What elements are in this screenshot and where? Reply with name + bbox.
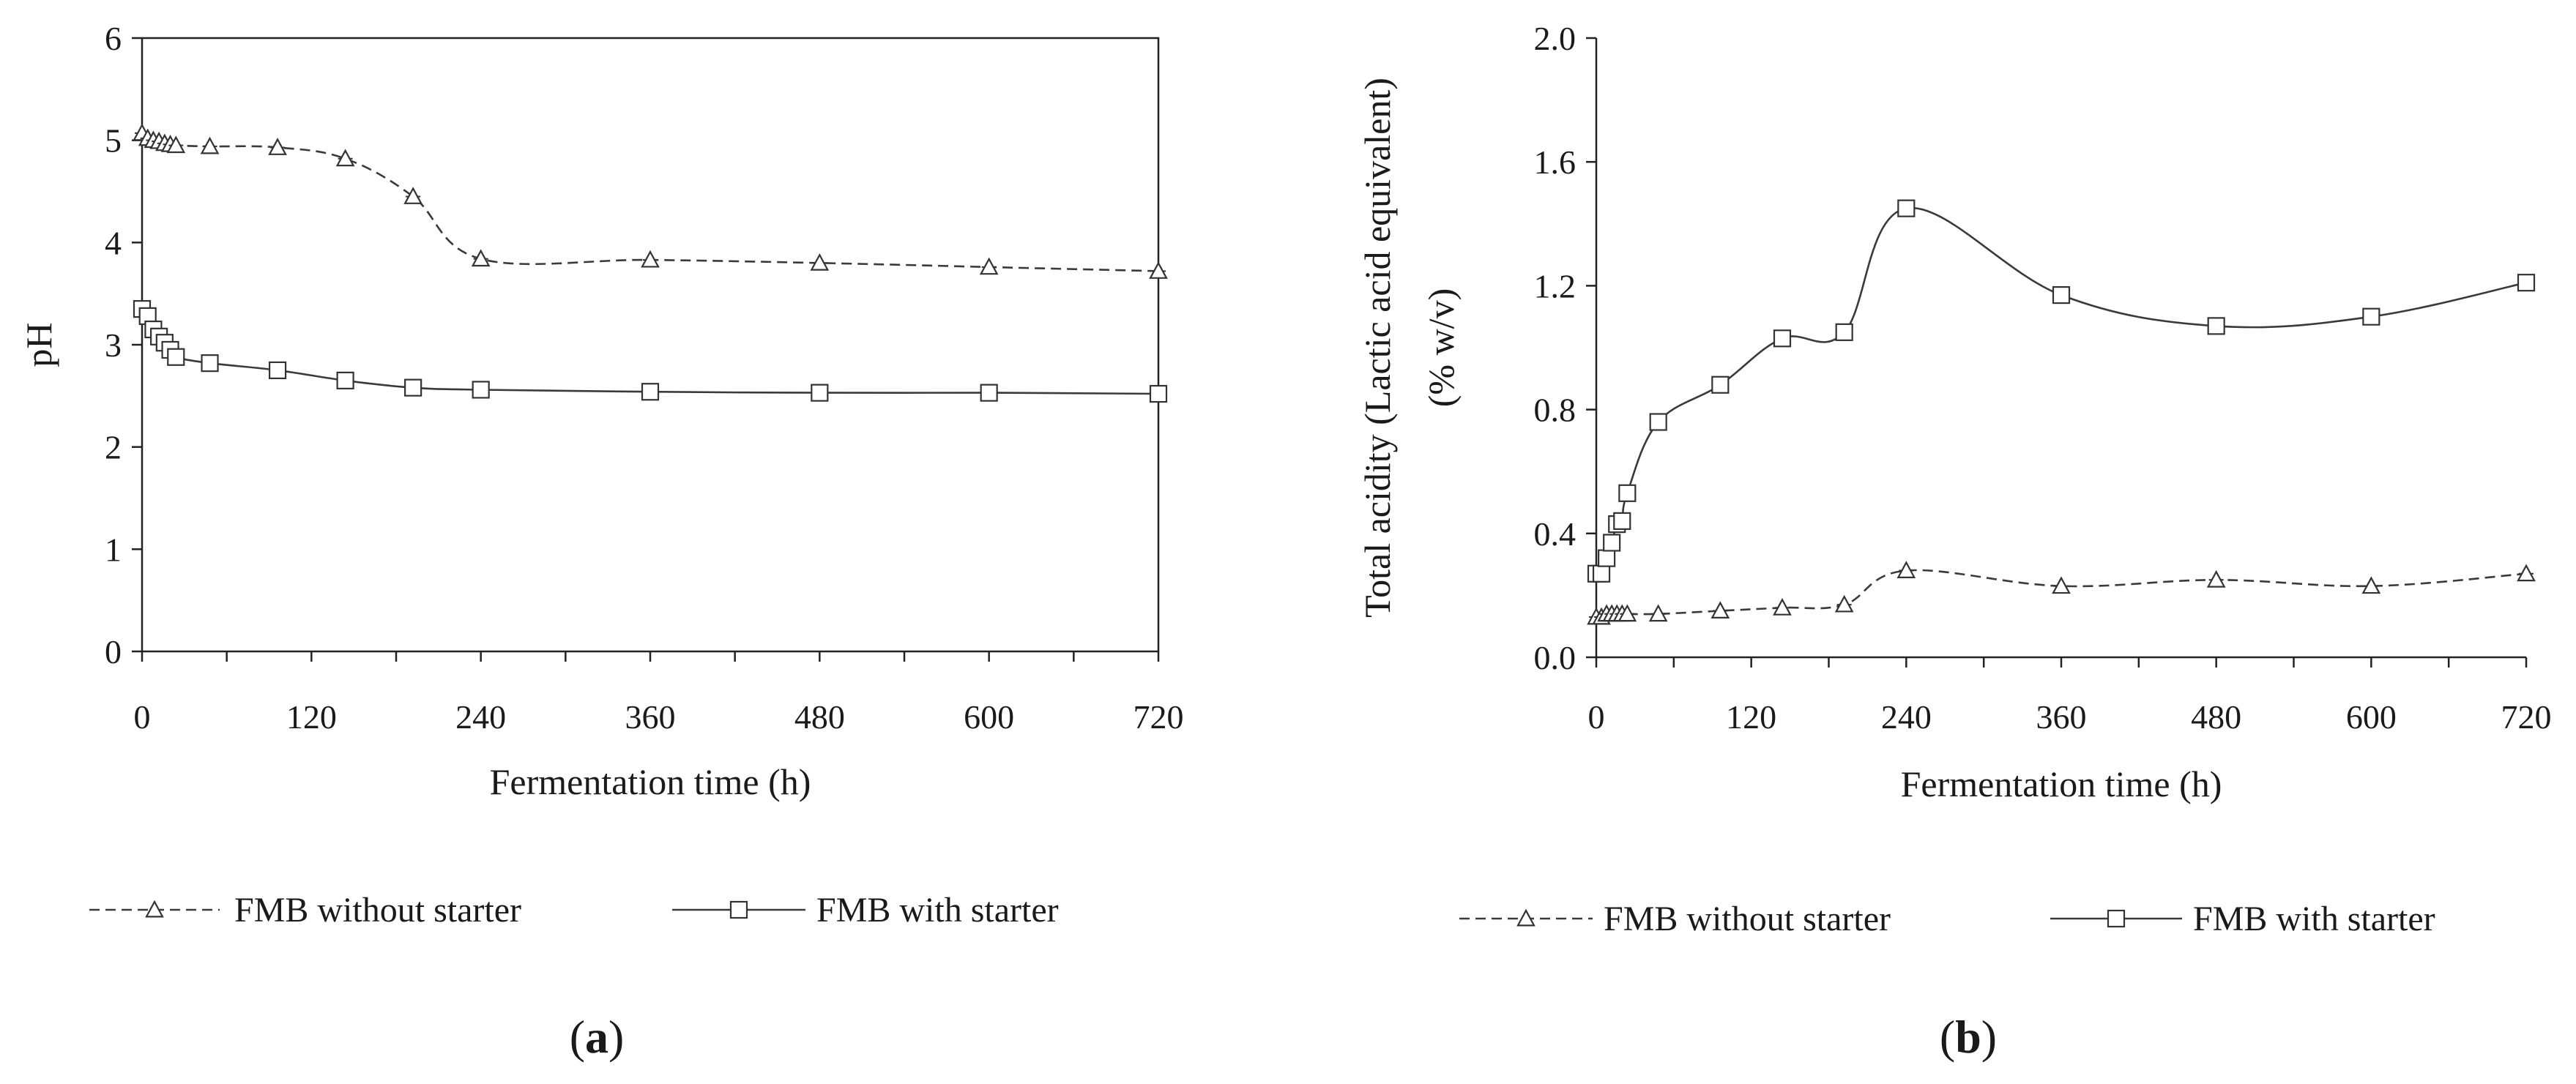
x-tick-label: 240	[1881, 698, 1932, 736]
y-tick-label: 0.8	[1534, 392, 1577, 429]
data-point-square	[268, 361, 287, 380]
y-tick-label: 2.0	[1534, 20, 1577, 57]
data-point-square	[1603, 534, 1621, 552]
data-point-square	[1149, 384, 1168, 403]
data-point-square	[404, 378, 422, 397]
data-point-triangle	[1710, 601, 1730, 619]
data-point-square	[1618, 484, 1637, 502]
data-point-square	[472, 381, 490, 399]
x-tick-label: 600	[2346, 698, 2397, 736]
data-point-square	[201, 354, 219, 373]
x-tick-label: 480	[2191, 698, 2241, 736]
data-point-square	[811, 384, 829, 402]
x-tick-label: 0	[134, 698, 151, 736]
data-point-triangle	[1149, 261, 1168, 279]
data-point-triangle	[979, 257, 999, 275]
x-axis-title: Fermentation time (h)	[1901, 763, 2222, 804]
y-tick-label: 2	[105, 429, 122, 466]
data-point-triangle	[335, 149, 355, 167]
legend-label: FMB without starter	[1604, 900, 1891, 938]
plot-frame	[141, 37, 1160, 653]
data-point-square	[1773, 329, 1792, 348]
chart-panel-b: 0.0 0.4 0.8 1.2 1.6 2.0 0 120 240 360 480 600 720 Fer…	[1357, 20, 2552, 1063]
y-axis-title: pH	[18, 322, 59, 367]
data-point-square	[2362, 307, 2380, 326]
legend-marker-square	[2107, 909, 2126, 928]
y-tick-label: 6	[105, 20, 122, 57]
y-tick-label: 0.0	[1534, 639, 1577, 676]
data-point-square	[1711, 375, 1730, 394]
chart-panel-a: 0 1 2 3 4 5 6 0 120 240 360 480 600 720 Fermentation t…	[18, 20, 1184, 1063]
data-point-triangle	[166, 135, 186, 154]
x-tick-label: 120	[286, 698, 337, 736]
legend-label: FMB with starter	[2193, 900, 2435, 938]
data-point-square	[1613, 512, 1631, 530]
data-point-square	[980, 384, 998, 402]
data-point-triangle	[2052, 576, 2071, 594]
panel-label: (a)	[570, 1011, 625, 1063]
data-point-triangle	[641, 250, 660, 268]
data-point-square	[336, 371, 354, 389]
data-point-square	[2052, 285, 2071, 304]
y-tick-label: 3	[105, 326, 122, 364]
data-point-triangle	[2517, 564, 2536, 582]
y-axis-title-units: (% w/v)	[1421, 288, 1462, 407]
x-tick-label: 0	[1588, 698, 1605, 736]
x-tick-label: 240	[455, 698, 506, 736]
x-tick-label: 600	[964, 698, 1014, 736]
series-line-with-starter	[141, 308, 1159, 395]
legend-marker-triangle	[1516, 908, 1535, 927]
data-point-triangle	[200, 136, 220, 154]
y-tick-label: 1	[105, 531, 122, 568]
x-tick-label: 360	[625, 698, 676, 736]
y-axis-title: Total acidity (Lactic acid equivalent)	[1357, 78, 1398, 618]
x-tick-label: 720	[2501, 698, 2552, 736]
data-point-triangle	[1834, 594, 1854, 613]
data-point-square	[1835, 323, 1853, 341]
data-point-triangle	[2361, 576, 2381, 594]
y-tick-label: 5	[105, 122, 122, 160]
data-point-square	[1897, 199, 1916, 217]
series-line-with-starter	[1596, 206, 2527, 576]
y-tick-label: 4	[105, 224, 122, 261]
x-tick-label: 480	[794, 698, 845, 736]
panel-label: (b)	[1940, 1011, 1997, 1063]
x-tick-label: 120	[1726, 698, 1776, 736]
y-tick-label: 0	[105, 633, 122, 670]
data-point-triangle	[1648, 604, 1668, 622]
data-point-square	[2517, 274, 2536, 292]
data-point-triangle	[1896, 561, 1916, 579]
data-point-triangle	[471, 249, 491, 267]
data-point-triangle	[1618, 604, 1637, 622]
x-tick-label: 720	[1133, 698, 1184, 736]
data-point-triangle	[268, 138, 287, 155]
y-tick-label: 1.2	[1534, 267, 1577, 304]
data-point-square	[1649, 413, 1667, 431]
x-axis-title: Fermentation time (h)	[490, 761, 811, 802]
x-tick-label: 360	[2036, 698, 2087, 736]
data-point-square	[2207, 317, 2225, 335]
legend-marker-triangle	[145, 900, 164, 918]
legend-label: FMB without starter	[234, 891, 521, 930]
data-point-square	[167, 348, 185, 366]
data-point-triangle	[403, 187, 422, 204]
y-tick-label: 0.4	[1534, 515, 1577, 553]
data-point-triangle	[1773, 598, 1792, 616]
data-point-square	[1598, 549, 1616, 567]
legend-label: FMB with starter	[816, 891, 1059, 930]
data-point-triangle	[810, 253, 830, 271]
y-tick-label: 1.6	[1534, 143, 1577, 181]
data-point-square	[641, 383, 660, 401]
data-point-square	[1592, 564, 1611, 583]
data-point-triangle	[2206, 569, 2226, 588]
legend-marker-square	[729, 900, 748, 919]
